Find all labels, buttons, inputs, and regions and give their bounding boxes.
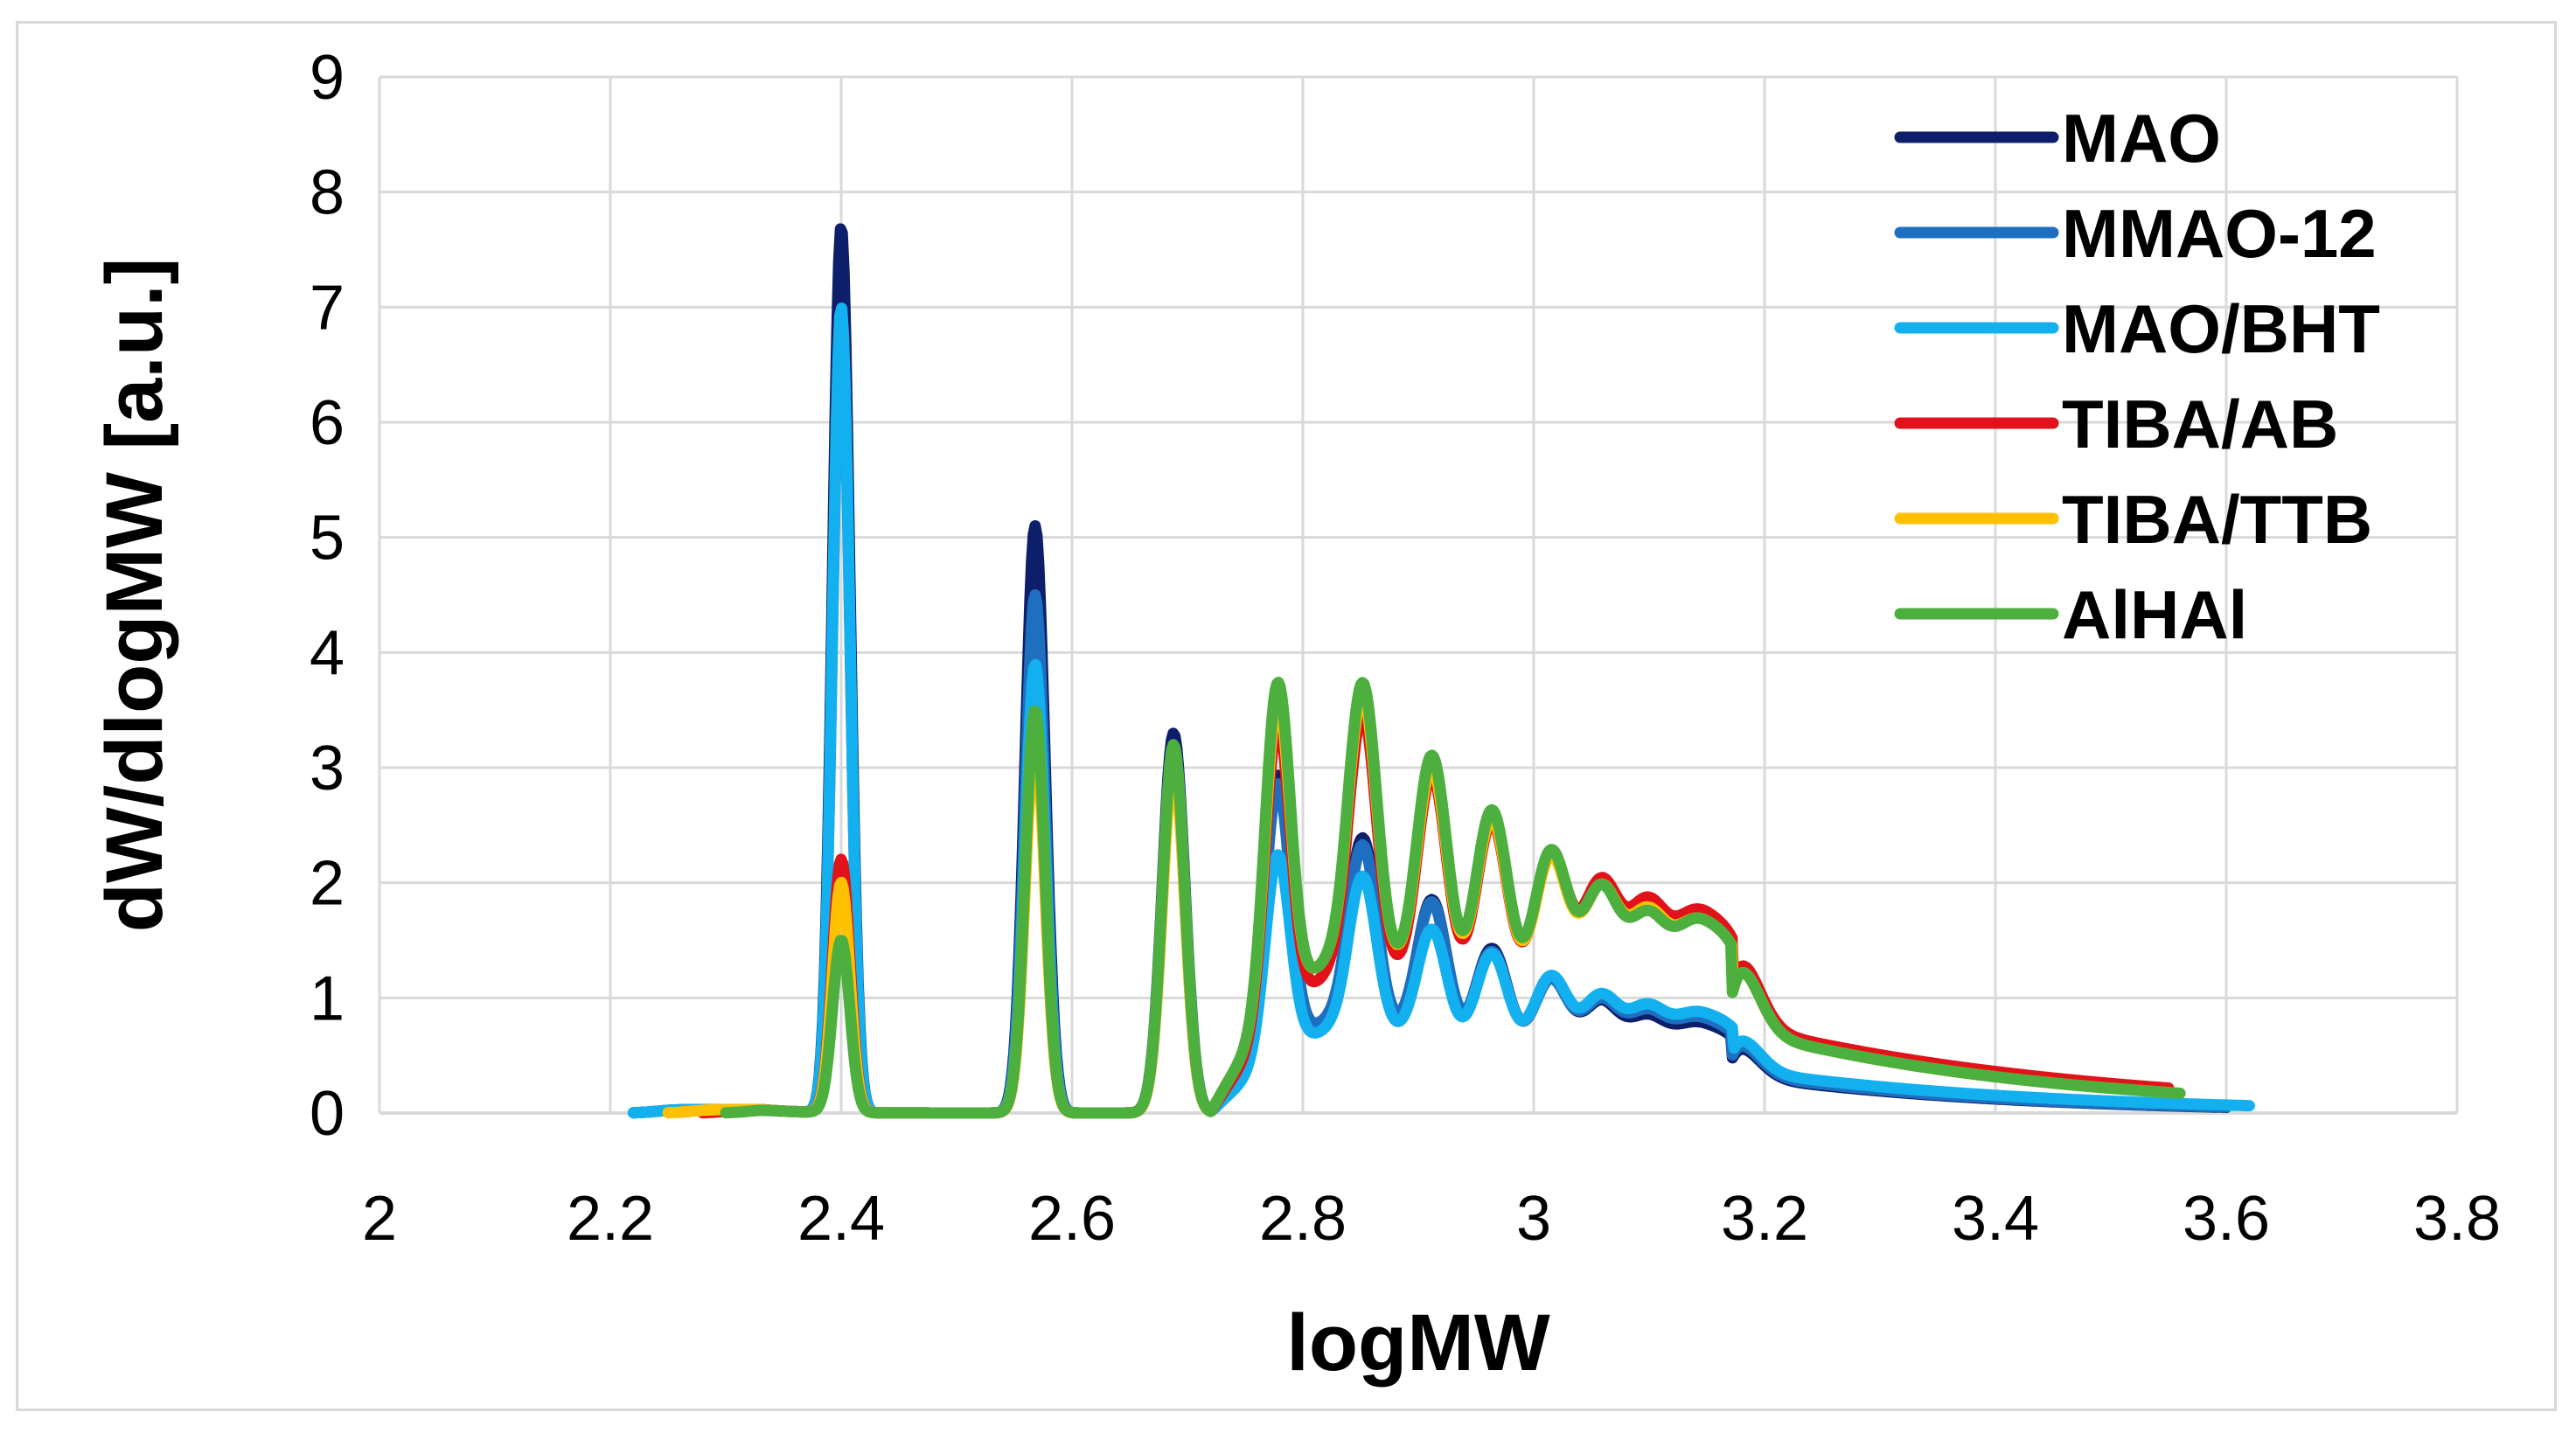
series-line-mao-bht (627, 303, 2255, 1119)
y-tick-label: 7 (310, 273, 345, 343)
x-tick-label: 3 (1516, 1184, 1551, 1254)
legend-label: MMAO-12 (2062, 195, 2377, 272)
legend-label: MAO/BHT (2062, 290, 2380, 367)
legend: MAO MMAO-12 MAO/BHT TIBA/AB TIBA/TTB AlHAl (1894, 100, 2380, 653)
series-line-tiba-ttb (662, 688, 2175, 1119)
y-tick-label: 5 (310, 504, 345, 574)
y-tick-label: 9 (310, 43, 345, 113)
legend-label: AlHAl (2062, 576, 2247, 653)
x-tick-label: 2.8 (1259, 1184, 1347, 1254)
x-tick-label: 2 (362, 1184, 397, 1254)
x-tick-label: 3.4 (1952, 1184, 2039, 1254)
y-tick-label: 1 (310, 963, 345, 1033)
x-tick-label: 2.4 (797, 1184, 885, 1254)
x-tick-label: 3.8 (2413, 1184, 2501, 1254)
y-tick-labels: 0 1 2 3 4 5 6 7 8 9 (310, 43, 345, 1149)
legend-label: TIBA/AB (2062, 386, 2338, 463)
x-axis-title: logMW (1286, 1298, 1550, 1388)
y-tick-label: 6 (310, 388, 345, 458)
series-line-alhal (720, 677, 2186, 1119)
series-line-mmao-12 (627, 315, 2232, 1119)
x-tick-label: 3.6 (2183, 1184, 2270, 1254)
y-tick-label: 4 (310, 618, 345, 688)
x-tick-labels: 2 2.2 2.4 2.6 2.8 3 3.2 3.4 3.6 3.8 (362, 1184, 2501, 1254)
y-tick-label: 8 (310, 158, 345, 228)
x-tick-label: 2.2 (567, 1184, 654, 1254)
x-tick-label: 2.6 (1028, 1184, 1116, 1254)
y-tick-label: 3 (310, 734, 345, 803)
x-tick-label: 3.2 (1721, 1184, 1808, 1254)
y-axis-title: dW/dlogMW [a.u.] (90, 258, 179, 933)
legend-label: MAO (2062, 100, 2221, 177)
series-line-mao (627, 223, 2232, 1119)
legend-label: TIBA/TTB (2062, 481, 2372, 558)
y-tick-label: 2 (310, 849, 345, 919)
series-lines (627, 223, 2255, 1119)
y-tick-label: 0 (310, 1079, 345, 1149)
gridlines (378, 75, 2459, 1113)
